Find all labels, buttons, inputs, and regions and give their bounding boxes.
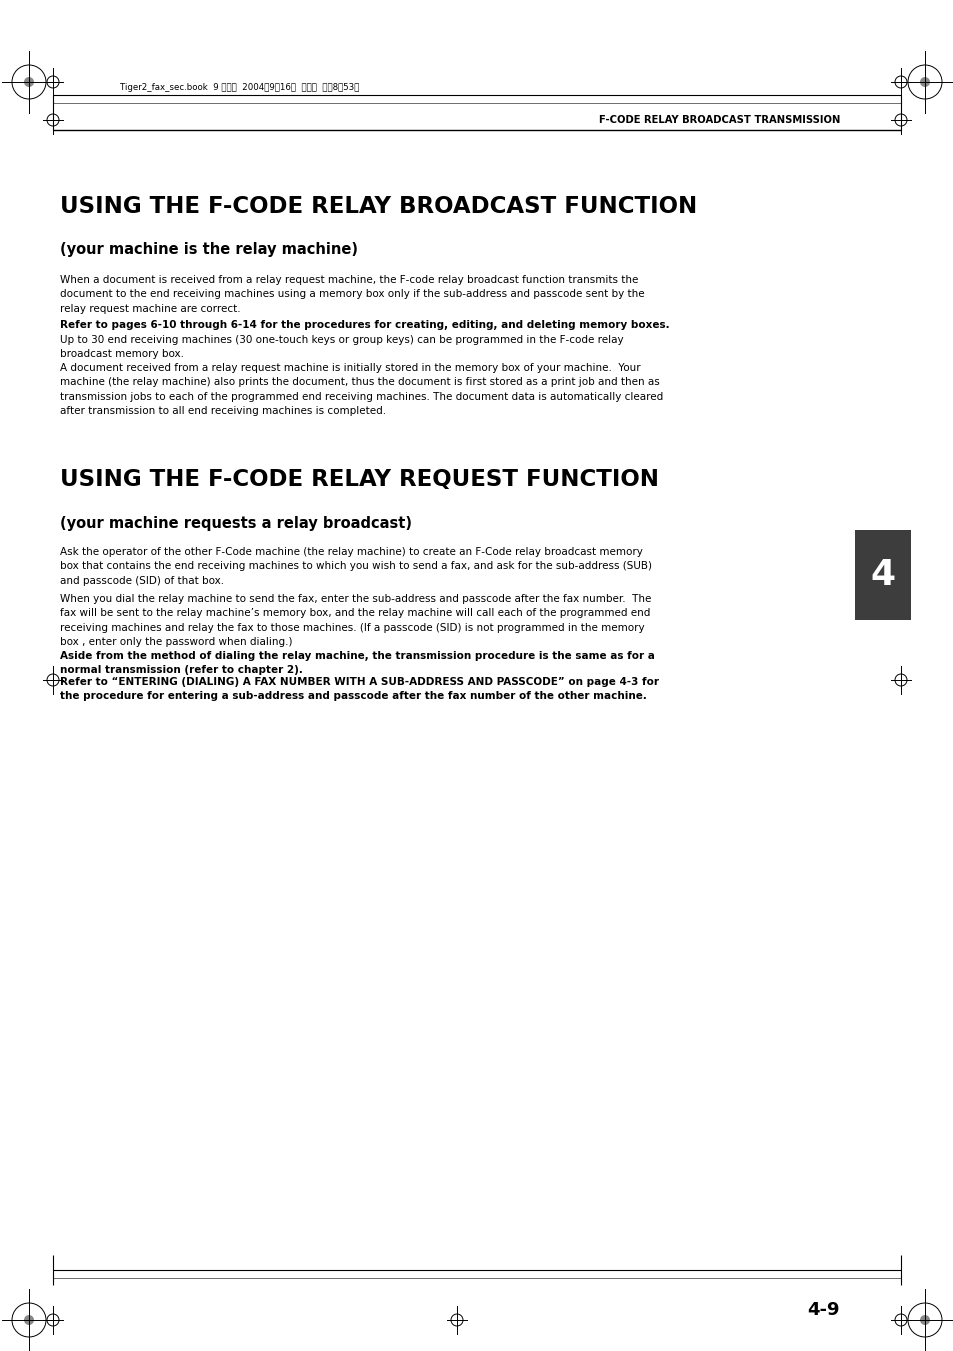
Text: When you dial the relay machine to send the fax, enter the sub-address and passc: When you dial the relay machine to send … — [60, 594, 651, 647]
Text: 4-9: 4-9 — [806, 1301, 840, 1319]
Text: Up to 30 end receiving machines (30 one-touch keys or group keys) can be program: Up to 30 end receiving machines (30 one-… — [60, 335, 623, 359]
Circle shape — [24, 77, 34, 86]
Text: 4: 4 — [869, 558, 895, 592]
Bar — [854, 530, 910, 620]
Text: Aside from the method of dialing the relay machine, the transmission procedure i: Aside from the method of dialing the rel… — [60, 651, 654, 676]
Text: A document received from a relay request machine is initially stored in the memo: A document received from a relay request… — [60, 363, 662, 416]
Text: Ask the operator of the other F-Code machine (the relay machine) to create an F-: Ask the operator of the other F-Code mac… — [60, 547, 651, 586]
Text: (your machine is the relay machine): (your machine is the relay machine) — [60, 242, 357, 257]
Text: (your machine requests a relay broadcast): (your machine requests a relay broadcast… — [60, 516, 412, 531]
Text: Refer to pages 6-10 through 6-14 for the procedures for creating, editing, and d: Refer to pages 6-10 through 6-14 for the… — [60, 320, 669, 330]
Text: When a document is received from a relay request machine, the F-code relay broad: When a document is received from a relay… — [60, 276, 644, 313]
Text: F-CODE RELAY BROADCAST TRANSMISSION: F-CODE RELAY BROADCAST TRANSMISSION — [598, 115, 840, 126]
Circle shape — [919, 1315, 929, 1325]
Text: USING THE F-CODE RELAY BROADCAST FUNCTION: USING THE F-CODE RELAY BROADCAST FUNCTIO… — [60, 195, 697, 218]
Text: Refer to “ENTERING (DIALING) A FAX NUMBER WITH A SUB-ADDRESS AND PASSCODE” on pa: Refer to “ENTERING (DIALING) A FAX NUMBE… — [60, 677, 659, 701]
Text: Tiger2_fax_sec.book  9 ページ  2004年9月16日  木曜日  午前8時53分: Tiger2_fax_sec.book 9 ページ 2004年9月16日 木曜日… — [120, 82, 359, 92]
Circle shape — [24, 1315, 34, 1325]
Circle shape — [919, 77, 929, 86]
Text: USING THE F-CODE RELAY REQUEST FUNCTION: USING THE F-CODE RELAY REQUEST FUNCTION — [60, 467, 659, 490]
